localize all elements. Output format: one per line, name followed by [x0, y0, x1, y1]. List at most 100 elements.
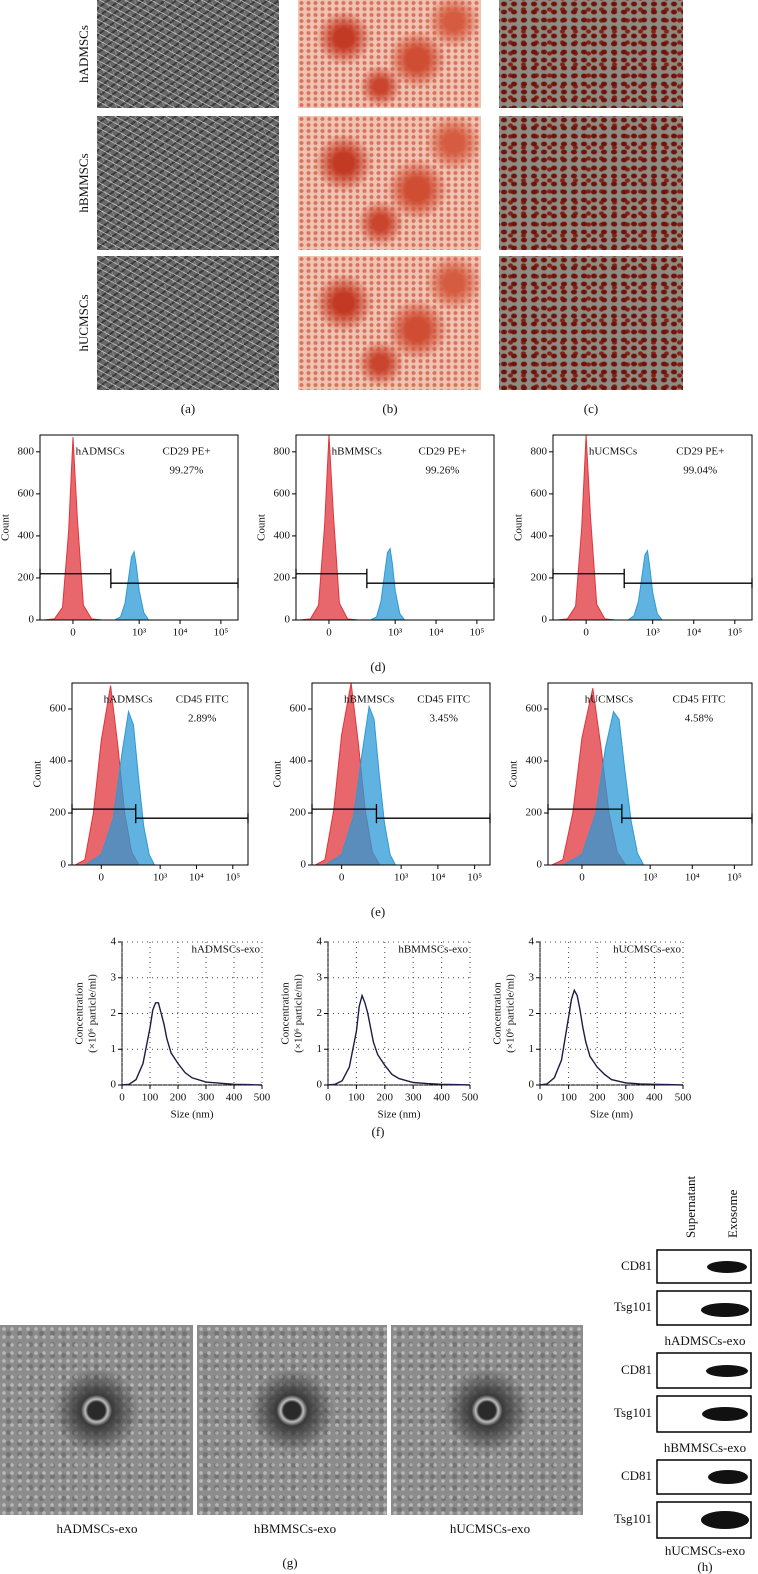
micrograph [97, 116, 279, 250]
micrograph [97, 0, 279, 108]
y-tick-label: 0 [301, 859, 307, 871]
x-axis-title: Size (nm) [377, 1109, 420, 1121]
x-tick-label: 10⁴ [686, 627, 701, 639]
x-tick-label: 10⁵ [225, 872, 240, 884]
y-tick-label: 600 [50, 703, 67, 715]
y-tick-label: 200 [18, 571, 35, 583]
y-tick-label: 200 [50, 807, 67, 819]
histogram [370, 547, 406, 621]
x-tick-label: 300 [618, 1092, 635, 1104]
line [539, 988, 684, 1086]
x-tick-label: 0 [119, 1092, 125, 1104]
micrograph [499, 0, 683, 108]
histogram [114, 550, 150, 621]
histogram [562, 710, 645, 866]
y-tick-label: 0 [29, 614, 35, 626]
y-tick-label: 600 [531, 487, 548, 499]
y-tick-label: 1 [111, 1043, 117, 1055]
tem-image [0, 1325, 193, 1515]
tem-label: hBMMSCs-exo [254, 1521, 336, 1536]
sample-label: hADMSCs [76, 446, 125, 458]
y-tick-label: 400 [274, 529, 291, 541]
row-label: hBMMSCs [76, 153, 91, 212]
band-label: CD81 [621, 1468, 652, 1483]
band-label: Tsg101 [614, 1405, 652, 1420]
y-tick-label: 4 [529, 936, 535, 948]
x-tick-label: 100 [348, 1092, 365, 1104]
band-label: Tsg101 [614, 1299, 652, 1314]
micrograph [298, 116, 481, 250]
y-axis-title: (×10⁶ particle/ml) [293, 974, 305, 1053]
y-tick-label: 400 [18, 529, 35, 541]
x-tick-label: 10³ [646, 627, 661, 639]
y-axis-title: Count [508, 761, 520, 788]
x-tick-label: 10³ [132, 627, 147, 639]
sample-label: hADMSCs [104, 694, 153, 706]
percent-label: 2.89% [188, 713, 216, 725]
sample-label: hBMMSCs [332, 446, 382, 458]
marker-label: CD45 FITC [673, 694, 726, 706]
y-tick-label: 0 [285, 614, 291, 626]
x-tick-label: 10⁴ [429, 627, 444, 639]
y-tick-label: 3 [317, 971, 323, 983]
panel-label: (b) [382, 401, 397, 416]
y-tick-label: 600 [18, 487, 35, 499]
y-tick-label: 2 [111, 1007, 117, 1019]
percent-label: 99.26% [426, 465, 460, 477]
micrograph [298, 256, 481, 390]
tem-label: hADMSCs-exo [57, 1521, 138, 1536]
x-tick-label: 0 [326, 627, 332, 639]
x-tick-label: 0 [579, 872, 585, 884]
x-tick-label: 10⁵ [469, 627, 484, 639]
x-tick-label: 100 [142, 1092, 159, 1104]
x-tick-label: 400 [226, 1092, 243, 1104]
y-tick-label: 2 [317, 1007, 323, 1019]
line [327, 993, 471, 1086]
y-tick-label: 3 [529, 971, 535, 983]
band-label: Tsg101 [614, 1511, 652, 1526]
tem-image [391, 1325, 583, 1515]
y-tick-label: 0 [537, 859, 543, 871]
histogram [556, 434, 616, 621]
y-tick-label: 4 [317, 936, 323, 948]
y-tick-label: 0 [61, 859, 67, 871]
percent-label: 3.45% [430, 713, 458, 725]
panel-label: (c) [584, 401, 598, 416]
marker-label: CD29 PE+ [162, 446, 210, 458]
panel-label: (h) [697, 1559, 712, 1574]
y-tick-label: 400 [531, 529, 548, 541]
x-tick-label: 500 [675, 1092, 692, 1104]
sample-label: hUCMSCs [589, 446, 637, 458]
y-axis-title: Count [0, 514, 12, 541]
y-axis-title: Count [272, 761, 284, 788]
marker-label: CD29 PE+ [418, 446, 466, 458]
y-tick-label: 400 [290, 755, 307, 767]
sample-label: hADMSCs-exo [192, 944, 261, 956]
x-tick-label: 100 [560, 1092, 577, 1104]
x-axis-title: Size (nm) [590, 1109, 633, 1121]
y-tick-label: 4 [111, 936, 117, 948]
y-tick-label: 2 [529, 1007, 535, 1019]
band-label: CD81 [621, 1258, 652, 1273]
row-label: hUCMSCs [76, 294, 91, 351]
x-tick-label: 10⁵ [727, 872, 742, 884]
micrograph [499, 256, 683, 390]
y-tick-label: 200 [531, 571, 548, 583]
x-tick-label: 0 [99, 872, 105, 884]
histogram [299, 434, 359, 621]
percent-label: 4.58% [685, 713, 713, 725]
y-tick-label: 800 [274, 445, 291, 457]
x-tick-label: 300 [198, 1092, 215, 1104]
x-tick-label: 400 [646, 1092, 663, 1104]
sample-label: hUCMSCs-exo [613, 944, 681, 956]
x-tick-label: 0 [537, 1092, 543, 1104]
y-tick-label: 0 [317, 1079, 323, 1091]
x-tick-label: 400 [433, 1092, 450, 1104]
y-axis-title: Concentration [74, 982, 86, 1045]
group-label: hUCMSCs-exo [665, 1543, 745, 1558]
percent-label: 99.27% [170, 465, 204, 477]
x-tick-label: 500 [254, 1092, 271, 1104]
x-tick-label: 10³ [153, 872, 168, 884]
y-tick-label: 600 [274, 487, 291, 499]
sample-label: hUCMSCs [585, 694, 633, 706]
